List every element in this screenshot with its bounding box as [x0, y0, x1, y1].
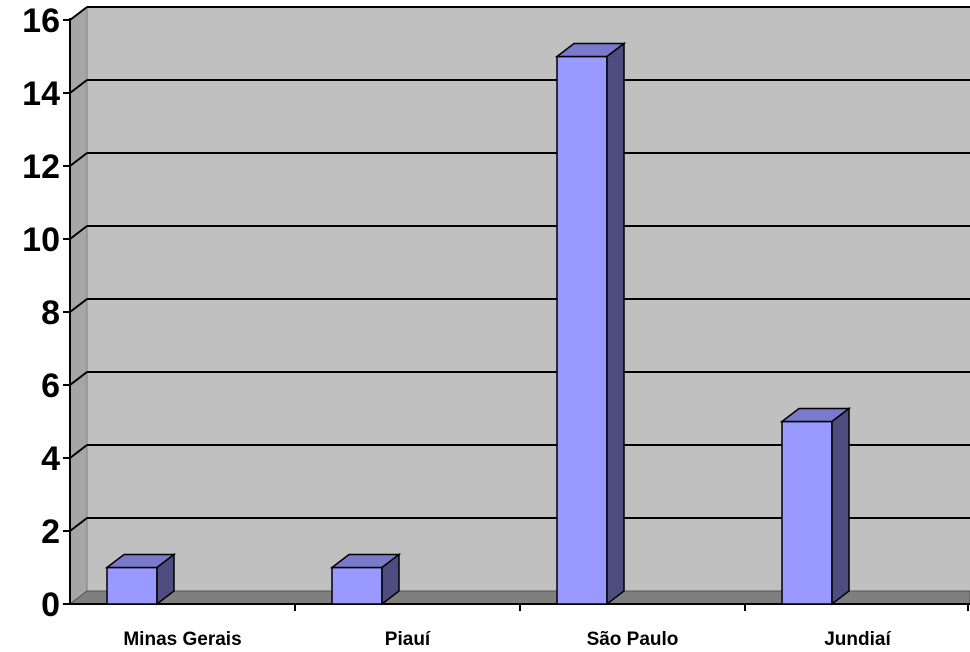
y-tick-label: 14 [22, 75, 60, 113]
gridline-diagonal [69, 79, 88, 94]
bars [104, 41, 852, 606]
bar-side [156, 552, 175, 606]
bar [329, 552, 402, 606]
bar-front [106, 566, 158, 605]
gridline-diagonal [69, 298, 88, 313]
bar [104, 552, 177, 606]
gridline-diagonal [69, 517, 88, 532]
bar-side [831, 406, 850, 606]
bar-side [381, 552, 400, 606]
y-tick-label: 2 [41, 513, 60, 551]
x-tick-label: Minas Gerais [123, 629, 241, 650]
x-tick-label: Jundiaí [824, 629, 891, 650]
y-tick-label: 12 [22, 148, 60, 186]
gridline-diagonal [69, 444, 88, 459]
y-tick-label: 4 [41, 440, 60, 478]
y-tick-label: 0 [41, 586, 60, 624]
gridline-diagonal [69, 225, 88, 240]
gridline-diagonal [69, 371, 88, 386]
x-tick-label: Piauí [385, 629, 431, 650]
y-tick-labels: 0 2 4 6 8 10 12 14 16 [22, 2, 60, 624]
y-tick-label: 16 [22, 2, 60, 40]
y-tick-label: 6 [41, 367, 60, 405]
bar [779, 406, 852, 606]
y-tick-label: 10 [22, 221, 60, 259]
x-tick-label: São Paulo [587, 629, 679, 650]
x-tick-labels: Minas Gerais Piauí São Paulo Jundiaí [123, 629, 891, 650]
bar-front [781, 420, 833, 605]
gridline-diagonal [69, 152, 88, 167]
bar [554, 41, 627, 606]
bar-front [331, 566, 383, 605]
gridline-diagonal [69, 6, 88, 21]
y-tick-label: 8 [41, 294, 60, 332]
bar-front [556, 55, 608, 605]
bar-side [606, 41, 625, 606]
